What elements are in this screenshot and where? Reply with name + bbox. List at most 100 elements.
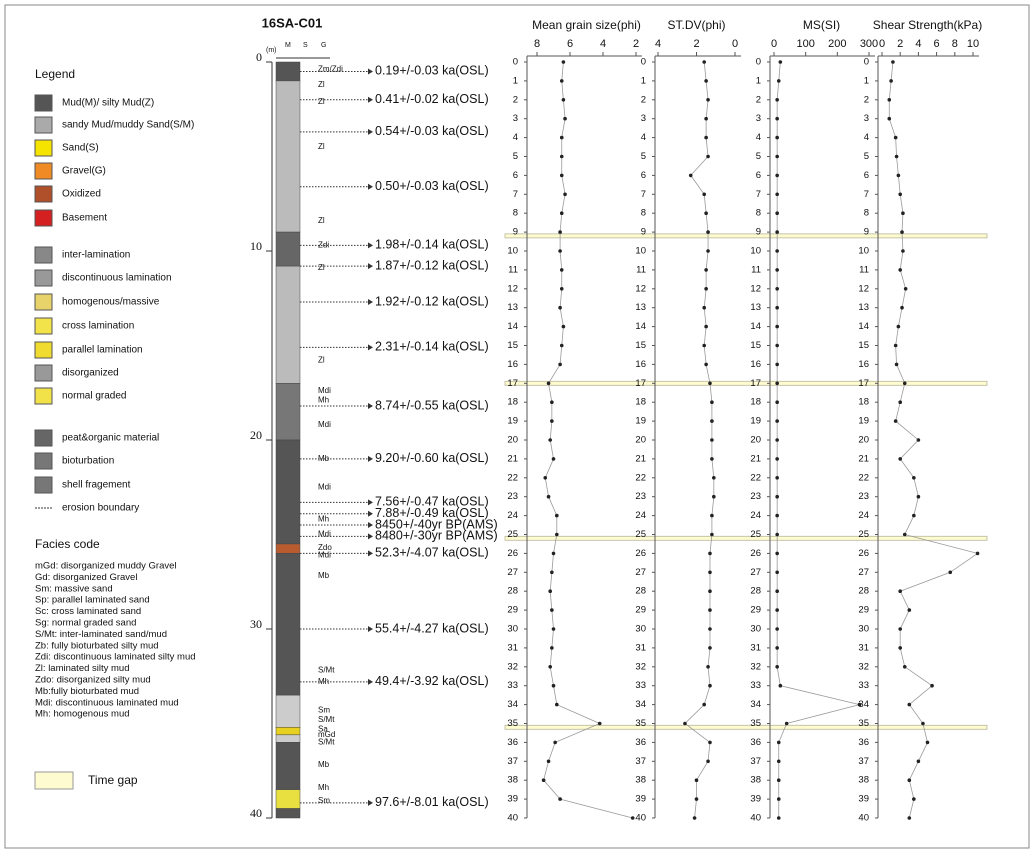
data-point [894, 154, 899, 159]
data-point [775, 646, 779, 650]
data-point [887, 98, 892, 102]
data-point [702, 192, 706, 197]
facies-code: Mb:fully bioturbated mud [35, 686, 139, 697]
data-point [775, 551, 779, 556]
y-tick-label: 16 [858, 359, 869, 370]
data-point [775, 305, 779, 310]
facies-code: Sp: parallel laminated sand [35, 595, 150, 606]
data-point [555, 532, 559, 537]
depth-label: 10 [250, 239, 262, 253]
legend-swatch [34, 364, 53, 382]
data-point [563, 192, 567, 197]
y-tick-label: 5 [756, 151, 761, 162]
y-tick-label: 7 [864, 189, 869, 200]
facies-code: Sm: massive sand [35, 583, 113, 594]
y-tick-label: 18 [750, 397, 761, 408]
facies-label: Zdo [318, 543, 332, 552]
y-tick-label: 11 [859, 264, 869, 275]
data-point [543, 476, 548, 480]
data-point [704, 116, 708, 121]
y-tick-label: 15 [750, 340, 761, 351]
y-tick-label: 39 [750, 794, 761, 805]
data-point [775, 249, 779, 253]
y-tick-label: 40 [635, 813, 646, 824]
core-unit [275, 553, 301, 696]
data-point [563, 116, 567, 121]
y-tick-label: 20 [858, 435, 869, 446]
y-tick-label: 34 [635, 699, 646, 710]
y-tick-label: 39 [507, 794, 518, 805]
data-point [902, 381, 907, 386]
data-point [893, 343, 898, 348]
age-label: 2.31+/-0.14 ka(OSL) [375, 340, 489, 354]
legend-swatch [34, 185, 53, 203]
y-tick-label: 21 [635, 453, 646, 464]
core-unit [275, 789, 301, 809]
data-point [708, 570, 712, 575]
y-tick-label: 24 [750, 510, 761, 521]
data-point [559, 268, 564, 272]
data-point [925, 740, 930, 745]
time-gap [504, 535, 988, 541]
data-point [553, 740, 557, 745]
time-gap [504, 233, 988, 239]
data-point [550, 608, 554, 612]
data-point [776, 797, 781, 801]
data-point [551, 457, 556, 461]
arrow-head [368, 510, 373, 517]
data-point [558, 797, 562, 801]
data-point [708, 381, 712, 386]
facies-label: Zl [318, 216, 325, 225]
arrow-head [368, 263, 373, 270]
core-unit [275, 808, 301, 819]
data-point [907, 816, 912, 820]
legend-label: homogenous/massive [62, 297, 160, 308]
arrow-head [368, 68, 373, 75]
age-label: 1.87+/-0.12 ka(OSL) [375, 258, 489, 272]
legend-swatch [34, 162, 53, 180]
facies-label: Mdi [318, 420, 331, 429]
y-tick-label: 33 [635, 680, 646, 691]
y-tick-label: 20 [507, 435, 518, 446]
data-point [775, 627, 779, 631]
x-tick-label: 0 [879, 38, 885, 50]
y-tick-label: 27 [750, 567, 761, 578]
y-tick-label: 4 [641, 132, 646, 143]
y-tick-label: 12 [635, 283, 646, 294]
legend-swatch [34, 452, 53, 470]
legend-label: Oxidized [62, 189, 101, 200]
legend-label: inter-lamination [62, 250, 130, 261]
data-point [550, 419, 554, 423]
core-unit [275, 694, 301, 728]
data-point [775, 98, 779, 102]
arrow-head [368, 183, 373, 190]
legend-swatch [34, 317, 53, 335]
data-point [704, 324, 708, 329]
y-tick-label: 25 [507, 529, 518, 540]
data-point [775, 476, 779, 480]
data-point [694, 797, 699, 801]
y-tick-label: 17 [750, 378, 761, 389]
data-point [550, 646, 554, 650]
y-tick-label: 32 [635, 661, 646, 672]
y-tick-label: 20 [750, 435, 761, 446]
data-point [896, 324, 901, 329]
y-tick-label: 8 [641, 208, 646, 219]
facies-label: Mh [318, 395, 329, 404]
data-point [916, 494, 921, 499]
data-point [784, 721, 789, 726]
data-point [912, 513, 916, 518]
data-point [898, 627, 902, 631]
y-tick-label: 36 [635, 737, 646, 748]
data-point [893, 135, 898, 140]
age-label: 8480+/-30yr BP(AMS) [375, 529, 498, 543]
data-point [775, 457, 779, 461]
x-tick-label: 6 [567, 38, 573, 50]
legend-swatch [34, 139, 53, 157]
core-unit [275, 439, 301, 545]
data-point [706, 249, 710, 253]
y-tick-label: 3 [756, 113, 761, 124]
x-tick-label: 8 [952, 38, 958, 50]
legend-label: bioturbation [62, 456, 114, 467]
data-point [901, 211, 905, 215]
